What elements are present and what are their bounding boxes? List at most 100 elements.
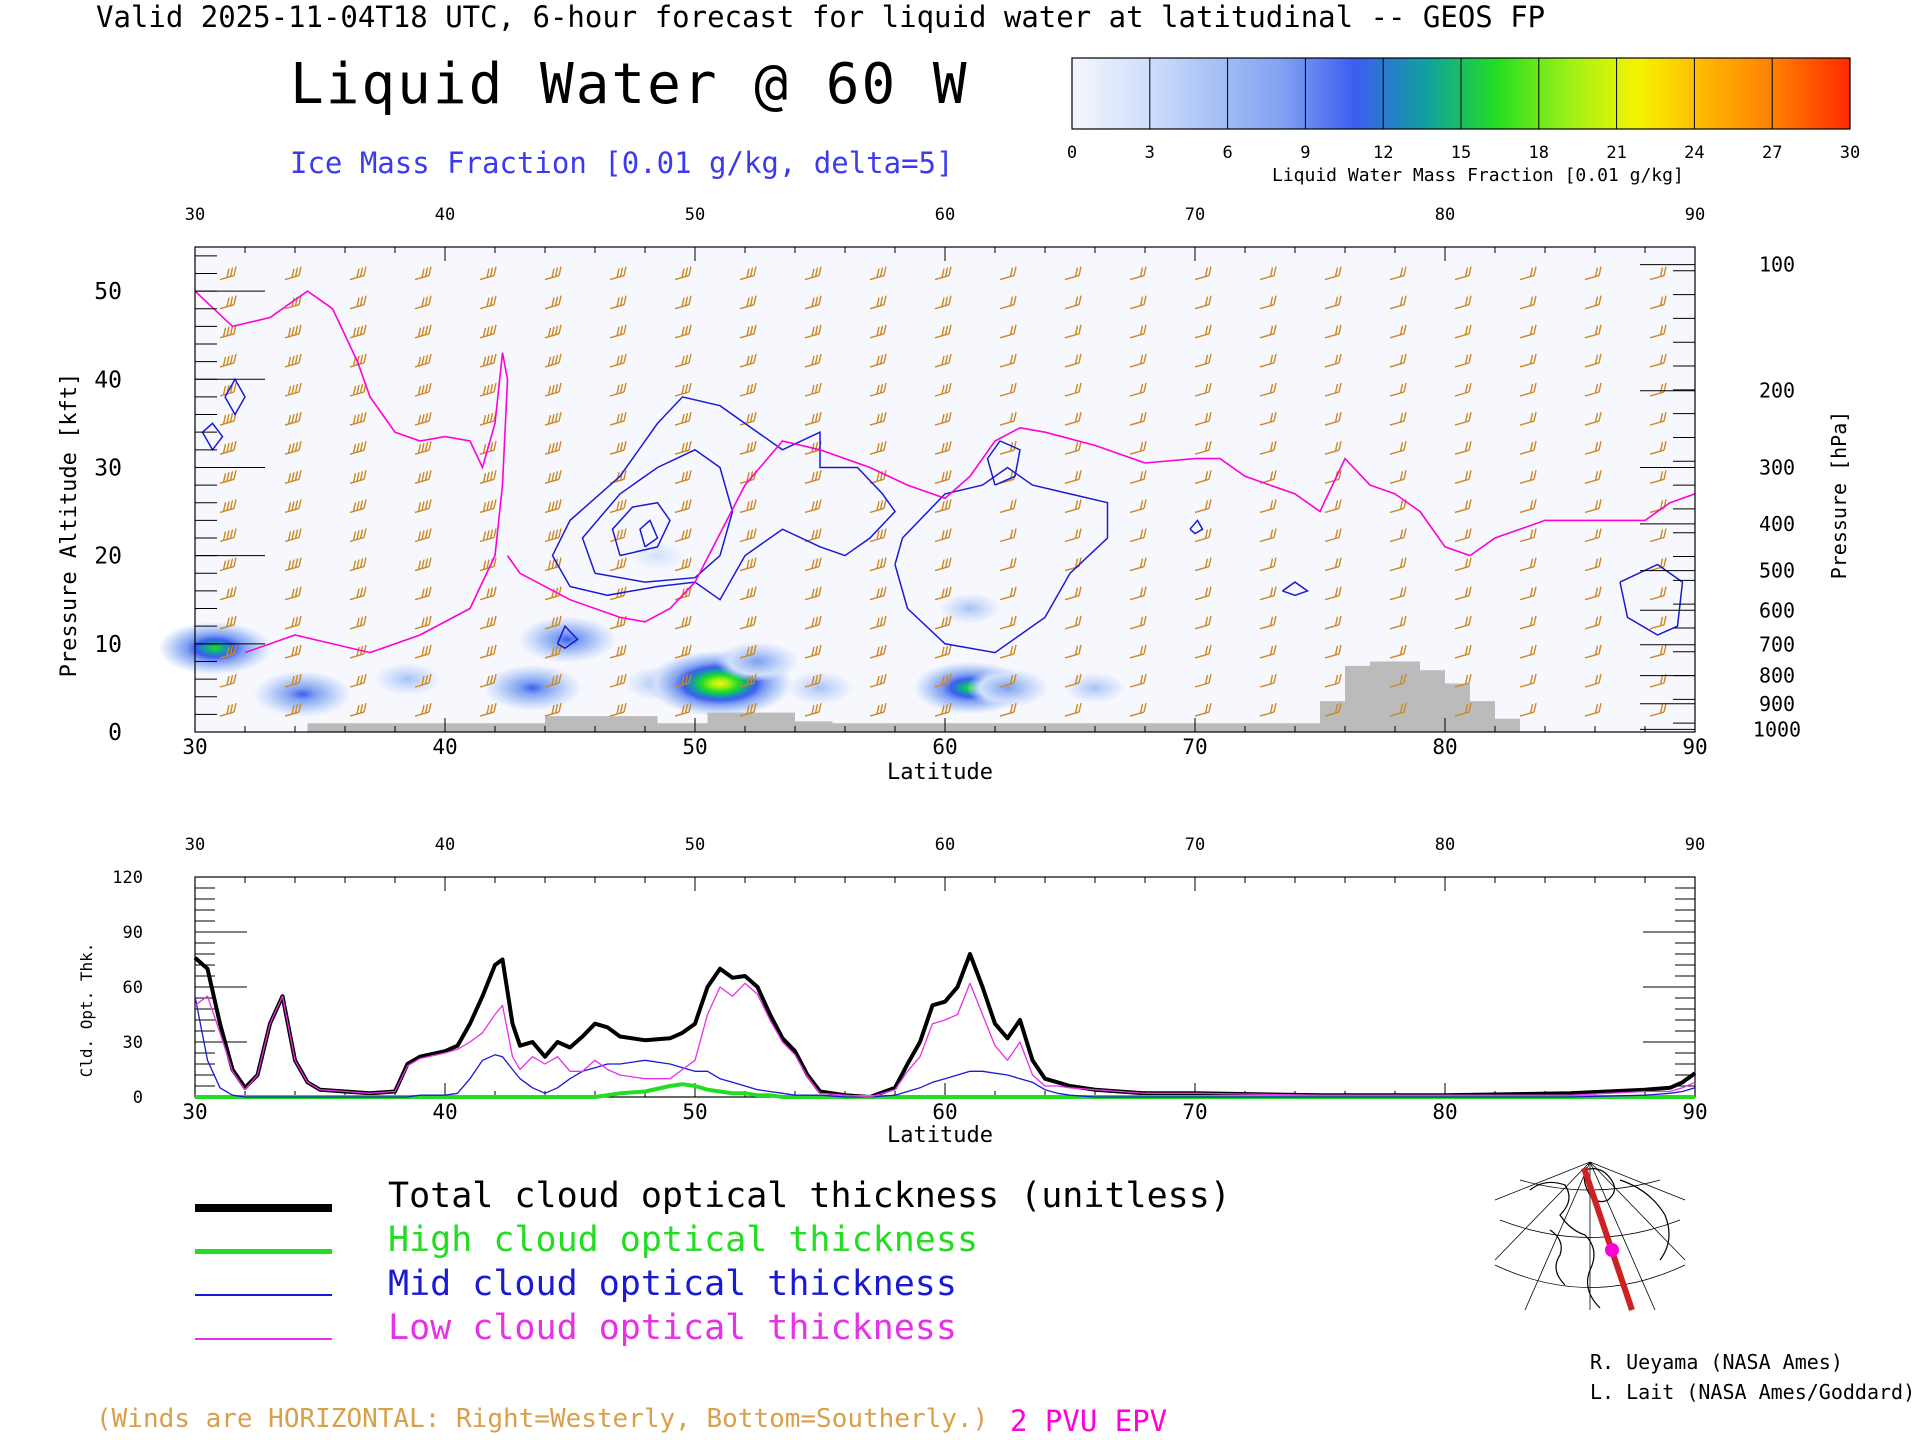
- wind-barb: [1259, 324, 1277, 339]
- wind-barb: [739, 673, 757, 688]
- wind-barb: [349, 441, 367, 455]
- wind-barb: [999, 586, 1017, 601]
- wind-barb: [414, 441, 432, 455]
- wind-barb: [479, 528, 497, 543]
- wind-barb: [869, 353, 887, 368]
- wind-barb: [674, 673, 692, 688]
- wind-barb: [999, 324, 1017, 339]
- colorbar-tick-21: 21: [1606, 143, 1626, 163]
- colorbar-tick-18: 18: [1529, 143, 1549, 163]
- wind-barb: [219, 441, 237, 455]
- wind-barb: [609, 266, 627, 281]
- legend-swatch-low: [195, 1338, 332, 1340]
- wind-barb: [414, 470, 432, 484]
- colorbar-tick-24: 24: [1684, 143, 1704, 163]
- wind-barb: [1519, 324, 1537, 339]
- wind-barb: [349, 673, 367, 688]
- main-right-tick-label: 800: [1759, 664, 1795, 688]
- liquid-water-blob: [483, 664, 582, 712]
- map-location-marker: [1605, 1243, 1619, 1257]
- wind-barb: [674, 644, 692, 659]
- wind-barb: [869, 586, 887, 601]
- wind-barb: [219, 673, 237, 688]
- wind-barb: [1519, 557, 1537, 572]
- wind-barb: [414, 702, 432, 717]
- wind-barb: [804, 586, 822, 601]
- main-right-tick-label: 700: [1759, 633, 1795, 657]
- wind-barb: [999, 353, 1017, 368]
- lower-x-tick-label: 40: [432, 1100, 457, 1124]
- main-y-tick-label: 10: [94, 632, 122, 658]
- wind-barb: [1649, 324, 1667, 339]
- liquid-water-blob: [253, 670, 352, 718]
- wind-barb: [544, 499, 562, 514]
- wind-barb: [1129, 295, 1147, 310]
- wind-barb: [934, 411, 952, 426]
- wind-barb: [1129, 353, 1147, 368]
- wind-barb: [1324, 411, 1342, 426]
- wind-barb: [414, 557, 432, 572]
- wind-barb: [999, 702, 1017, 717]
- wind-barb: [1584, 382, 1602, 397]
- pvu-2-lines: [194, 290, 1696, 654]
- wind-barb: [414, 586, 432, 601]
- wind-barb: [1389, 382, 1407, 397]
- wind-barb: [349, 266, 367, 281]
- wind-barb: [1454, 557, 1472, 572]
- wind-barb: [804, 644, 822, 659]
- wind-barb: [674, 615, 692, 630]
- wind-barb: [739, 528, 757, 543]
- wind-barb: [869, 295, 887, 310]
- main-axes: 3030404050506060707080809090010203040501…: [94, 205, 1801, 759]
- wind-barb: [1194, 470, 1212, 484]
- locator-map: [1494, 1161, 1686, 1311]
- series-line: [194, 982, 1696, 1098]
- liquid-water-blob: [786, 671, 854, 705]
- wind-barb: [739, 382, 757, 397]
- main-top-tick-label: 90: [1685, 205, 1705, 225]
- wind-barb: [1129, 470, 1147, 484]
- wind-barb: [1519, 382, 1537, 397]
- wind-barb: [1194, 644, 1212, 659]
- lower-top-tick-label: 40: [435, 835, 455, 855]
- wind-barb: [544, 266, 562, 281]
- main-y-tick-label: 30: [94, 455, 122, 481]
- wind-barb: [674, 382, 692, 397]
- colorbar-tick-15: 15: [1451, 143, 1471, 163]
- wind-barb: [804, 295, 822, 310]
- wind-barb: [609, 499, 627, 514]
- liquid-water-blob: [158, 621, 272, 675]
- colorbar-tick-labels: 0 3 6 9 12 15 18 21 24 27 30: [1067, 143, 1860, 163]
- wind-barb: [869, 644, 887, 659]
- wind-barb: [1454, 644, 1472, 659]
- wind-barb: [1324, 528, 1342, 543]
- wind-barb: [999, 673, 1017, 688]
- wind-barb: [219, 295, 237, 310]
- wind-barb: [219, 702, 237, 717]
- wind-barb: [284, 673, 302, 688]
- main-top-tick-label: 70: [1185, 205, 1205, 225]
- wind-barb: [1584, 441, 1602, 455]
- colorbar-label: Liquid Water Mass Fraction [0.01 g/kg]: [1272, 165, 1684, 186]
- main-right-tick-label: 600: [1759, 598, 1795, 622]
- wind-barb: [674, 441, 692, 455]
- main-right-tick-label: 400: [1759, 512, 1795, 536]
- ice-mass-subtitle: Ice Mass Fraction [0.01 g/kg, delta=5]: [290, 146, 954, 180]
- legend-label-total: Total cloud optical thickness (unitless): [388, 1176, 1231, 1216]
- wind-barb: [934, 673, 952, 688]
- legend-label-low: Low cloud optical thickness: [388, 1308, 957, 1348]
- wind-barb: [1519, 673, 1537, 688]
- wind-barb: [674, 266, 692, 281]
- wind-barb: [674, 324, 692, 339]
- terrain: [195, 661, 1695, 732]
- wind-barb: [1194, 411, 1212, 426]
- wind-barb: [1454, 528, 1472, 543]
- credit-line-2: L. Lait (NASA Ames/Goddard): [1590, 1380, 1916, 1404]
- wind-barb: [1194, 499, 1212, 514]
- wind-barb: [1389, 702, 1407, 717]
- wind-barb: [479, 470, 497, 484]
- lower-x-tick-label: 80: [1432, 1100, 1457, 1124]
- wind-barb: [479, 586, 497, 601]
- wind-barb: [934, 586, 952, 601]
- wind-barb: [284, 441, 302, 455]
